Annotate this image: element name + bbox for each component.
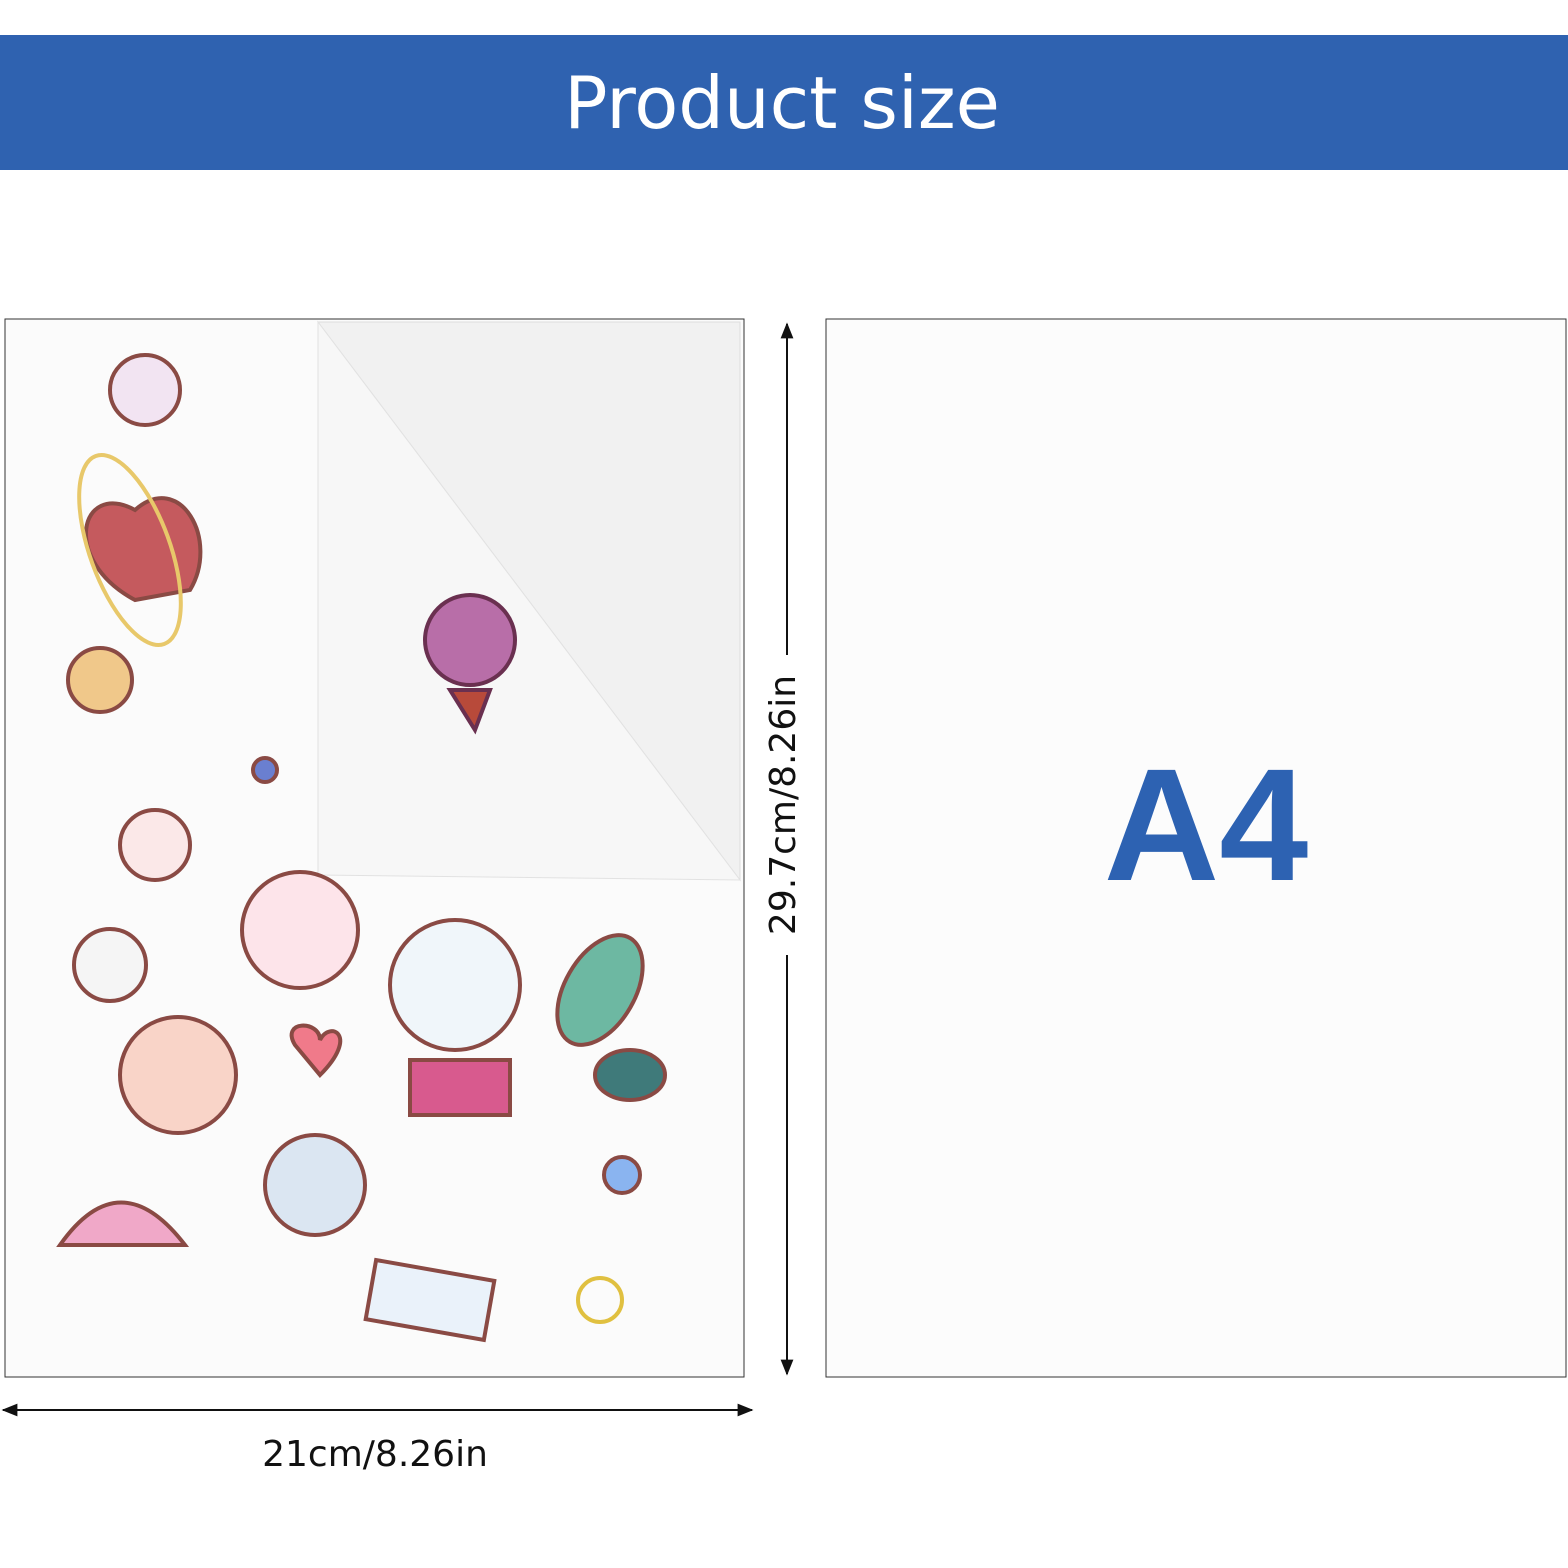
stickers: [56, 353, 667, 1343]
height-label: 29.7cm/8.26in: [763, 675, 804, 935]
header-band: [0, 35, 1568, 170]
a4-sheet: [825, 318, 1567, 1378]
peel-corner: [317, 320, 742, 881]
width-label: 21cm/8.26in: [262, 1434, 488, 1475]
header-title: Product size: [564, 61, 1000, 145]
a4-label: A4: [1104, 735, 1309, 914]
